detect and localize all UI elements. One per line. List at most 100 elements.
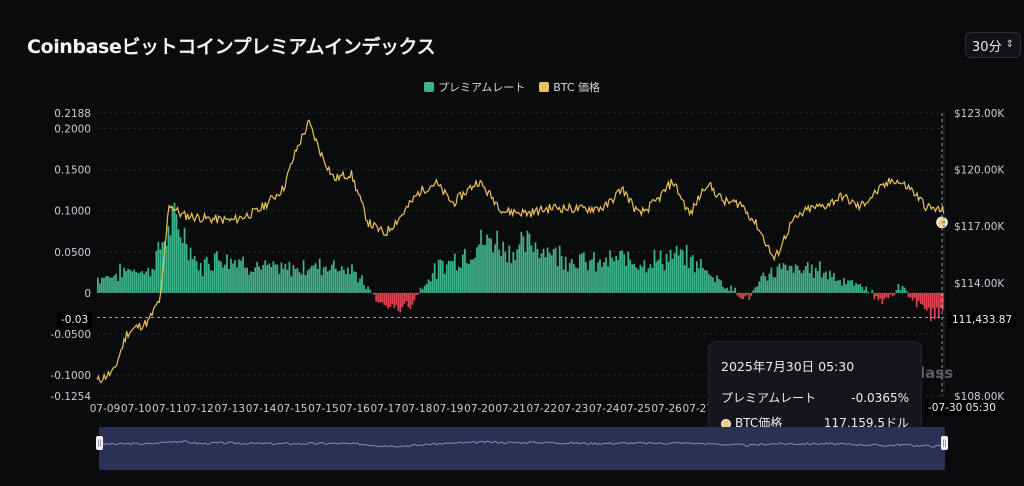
premium-bar — [568, 262, 571, 293]
interval-select[interactable]: 30分 ⇕ — [965, 32, 1021, 58]
premium-bar — [107, 275, 109, 293]
premium-bar — [734, 287, 736, 293]
premium-bar — [629, 259, 632, 293]
premium-bar — [845, 284, 847, 293]
premium-bar — [302, 260, 305, 293]
premium-bar — [825, 271, 827, 293]
premium-bar — [165, 245, 168, 293]
premium-bar — [111, 277, 113, 293]
premium-bar — [562, 269, 565, 293]
premium-bar — [131, 271, 133, 293]
premium-bar — [508, 245, 511, 293]
premium-bar — [203, 259, 206, 293]
premium-bar — [776, 266, 779, 293]
premium-bar — [601, 266, 603, 293]
premium-bar — [332, 260, 335, 293]
premium-bar — [621, 250, 624, 293]
brush-handle-left[interactable]: || — [96, 436, 103, 450]
premium-bar — [492, 252, 494, 293]
premium-bar — [284, 263, 287, 293]
range-brush[interactable] — [99, 427, 945, 470]
x-tick-label: 07-27 — [683, 403, 714, 415]
premium-bar — [605, 257, 607, 293]
premium-bar — [258, 266, 261, 293]
premium-bar — [758, 281, 761, 293]
premium-bar — [657, 259, 660, 293]
premium-bar — [524, 251, 527, 293]
premium-bar — [693, 272, 696, 293]
premium-bar — [339, 270, 341, 293]
premium-bar — [367, 286, 369, 293]
premium-bar — [252, 271, 254, 293]
premium-bar — [419, 287, 422, 293]
premium-bar — [143, 273, 146, 293]
premium-bar — [786, 270, 789, 293]
premium-bar — [193, 256, 196, 293]
chart-axes: 0.21880.20000.15000.10000.05000-0.0500-0… — [50, 108, 1005, 415]
premium-bar — [669, 249, 672, 293]
brush-handle-right[interactable]: || — [941, 436, 948, 450]
premium-bar — [613, 261, 615, 293]
premium-bar — [324, 266, 327, 293]
premium-bar — [752, 290, 755, 293]
premium-bar — [117, 280, 119, 293]
legend-item-btc[interactable]: BTC 価格 — [539, 79, 600, 95]
premium-bar — [595, 271, 597, 293]
premium-bar — [306, 270, 309, 293]
premium-bar — [145, 271, 148, 293]
premium-bar — [341, 266, 343, 293]
premium-bar — [849, 280, 851, 293]
premium-bar — [389, 292, 392, 307]
premium-bar — [240, 260, 242, 293]
premium-bar — [135, 271, 138, 293]
y-right-tick-label: $123.00K — [954, 108, 1005, 120]
premium-bar — [542, 248, 545, 293]
premium-bar — [205, 256, 208, 293]
premium-bar — [744, 292, 747, 297]
premium-bar — [425, 283, 428, 293]
premium-bar — [931, 292, 934, 309]
premium-bar — [238, 259, 240, 293]
premium-bar — [748, 292, 751, 300]
premium-bar — [905, 290, 908, 293]
premium-bar — [153, 269, 156, 293]
premium-bar — [435, 279, 438, 293]
premium-bar — [197, 270, 200, 293]
y-right-tick-label: $114.00K — [954, 278, 1005, 290]
premium-bar — [496, 230, 499, 293]
premium-bar — [583, 252, 585, 293]
premium-bar — [790, 265, 793, 293]
premium-bar — [659, 250, 662, 293]
premium-bar — [179, 237, 182, 293]
premium-bar — [514, 260, 517, 293]
premium-bar — [175, 214, 178, 293]
premium-bar — [133, 269, 136, 293]
premium-bar — [712, 277, 714, 293]
premium-bar — [268, 263, 271, 293]
premium-bar — [351, 264, 353, 293]
premium-bar — [486, 234, 488, 293]
premium-bar — [681, 250, 684, 293]
premium-bar — [449, 261, 452, 293]
premium-bar — [330, 264, 333, 293]
premium-bar — [361, 275, 363, 293]
crosshair-left-value: -0.03 — [57, 312, 93, 328]
interval-label: 30分 — [972, 39, 1002, 55]
chevron-updown-icon: ⇕ — [1005, 39, 1014, 50]
premium-bar — [689, 256, 692, 293]
legend-item-premium[interactable]: プレミアムレート — [423, 79, 525, 95]
premium-bar — [441, 260, 444, 293]
premium-bar — [510, 263, 513, 293]
x-tick-label: 07-19 — [433, 403, 464, 415]
premium-bar — [359, 278, 361, 293]
premium-bar — [278, 273, 281, 293]
premium-bar — [661, 263, 664, 293]
premium-bar — [611, 257, 613, 293]
premium-bar — [244, 267, 246, 293]
premium-bar — [750, 292, 753, 297]
premium-bar — [228, 268, 230, 293]
premium-bar — [718, 279, 720, 293]
premium-bar — [431, 273, 434, 293]
premium-bar — [796, 265, 799, 293]
